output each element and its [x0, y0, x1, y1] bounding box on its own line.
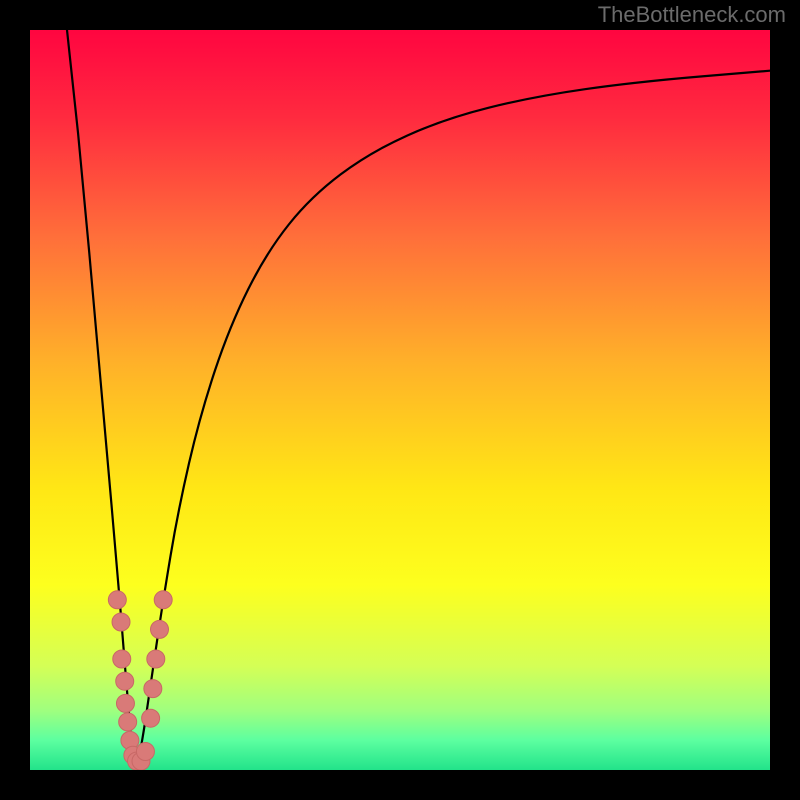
data-marker [154, 591, 172, 609]
data-marker [144, 680, 162, 698]
data-marker [147, 650, 165, 668]
chart-frame: TheBottleneck.com [0, 0, 800, 800]
data-marker [136, 743, 154, 761]
data-marker [119, 713, 137, 731]
data-marker [112, 613, 130, 631]
watermark-text: TheBottleneck.com [598, 2, 786, 28]
data-marker [113, 650, 131, 668]
data-marker [116, 672, 134, 690]
bottleneck-curve-chart [0, 0, 800, 800]
data-marker [142, 709, 160, 727]
data-marker [151, 620, 169, 638]
plot-background [30, 30, 770, 770]
data-marker [108, 591, 126, 609]
data-marker [116, 694, 134, 712]
